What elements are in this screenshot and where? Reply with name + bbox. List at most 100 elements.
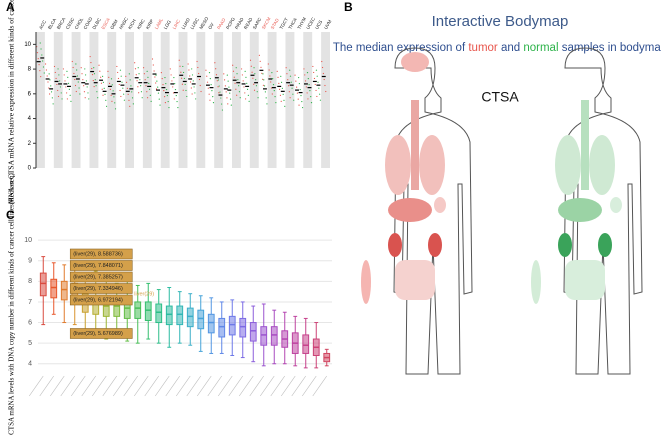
point-cloud: [290, 81, 292, 83]
point-cloud: [161, 78, 163, 80]
point-cloud: [209, 78, 211, 80]
point-cloud: [313, 71, 315, 74]
point-cloud: [321, 66, 324, 69]
point-cloud: [69, 94, 71, 96]
y-tick-label: 7: [28, 299, 32, 306]
point-cloud: [99, 70, 101, 72]
point-cloud: [101, 88, 103, 90]
point-cloud: [66, 92, 68, 94]
point-cloud: [116, 65, 118, 68]
point-cloud: [66, 98, 68, 100]
point-cloud: [307, 78, 309, 80]
point-cloud: [52, 103, 54, 105]
point-cloud: [218, 85, 220, 87]
panel-label: C: [6, 208, 15, 222]
x-tick-stub: [207, 375, 222, 397]
box: [197, 309, 205, 330]
point-cloud: [183, 77, 185, 80]
point-cloud: [230, 104, 232, 106]
point-cloud: [93, 85, 95, 88]
point-cloud: [91, 67, 93, 70]
point-cloud: [63, 74, 65, 76]
point-cloud: [209, 99, 211, 101]
point-cloud: [218, 92, 220, 94]
subtitle-part: samples in bodymap: [559, 42, 661, 54]
point-cloud: [242, 80, 244, 82]
point-cloud: [102, 94, 104, 96]
point-cloud: [254, 73, 256, 75]
point-cloud: [42, 66, 45, 68]
point-cloud: [93, 73, 96, 75]
point-cloud: [325, 90, 327, 93]
point-cloud: [322, 72, 324, 75]
point-cloud: [207, 87, 209, 89]
y-axis-label: CTSA mRNA levels with DNA copy number in…: [8, 172, 16, 434]
point-cloud: [106, 105, 108, 107]
bodymap-subtitle: The median expression of tumor and norma…: [333, 42, 661, 54]
point-cloud: [137, 86, 139, 88]
point-cloud: [92, 79, 94, 82]
point-cloud: [100, 82, 103, 84]
point-cloud: [157, 92, 160, 94]
point-cloud: [176, 100, 178, 103]
point-cloud: [253, 67, 255, 69]
point-cloud: [271, 93, 273, 95]
point-cloud: [256, 91, 258, 93]
tooltip-text: (liver(29), 8.588736): [73, 251, 123, 257]
point-cloud: [272, 84, 275, 86]
point-cloud: [262, 78, 264, 80]
point-cloud: [224, 85, 226, 87]
point-cloud: [102, 81, 104, 83]
point-cloud: [123, 99, 126, 101]
point-cloud: [74, 78, 76, 81]
x-tick-stub: [176, 375, 191, 397]
point-cloud: [198, 72, 200, 75]
tooltip-text: (liver(29), 7.334946): [73, 286, 123, 292]
point-cloud: [235, 67, 237, 69]
point-cloud: [226, 97, 228, 99]
point-cloud: [247, 94, 249, 96]
point-cloud: [215, 74, 218, 76]
box: [39, 272, 47, 297]
x-tick-label: TGCT: [279, 17, 290, 30]
point-cloud: [38, 64, 40, 66]
point-cloud: [172, 86, 174, 88]
point-cloud: [238, 85, 240, 87]
point-cloud: [97, 97, 99, 99]
x-tick-label: LUAD: [181, 17, 192, 31]
point-cloud: [268, 69, 270, 71]
y-tick-label: 6: [28, 319, 32, 326]
bodymap-title: Interactive Bodymap: [432, 13, 569, 30]
point-cloud: [319, 99, 322, 101]
point-cloud: [287, 79, 289, 81]
point-cloud: [126, 87, 128, 89]
point-cloud: [221, 103, 223, 105]
point-cloud: [165, 88, 168, 91]
point-cloud: [130, 85, 132, 87]
point-cloud: [210, 84, 212, 86]
x-tick-label: UCEC: [305, 16, 316, 30]
box: [134, 301, 142, 319]
point-cloud: [146, 97, 149, 99]
point-cloud: [108, 76, 110, 78]
point-cloud: [232, 64, 234, 66]
point-cloud: [253, 83, 255, 85]
point-cloud: [275, 102, 277, 104]
point-cloud: [241, 74, 243, 76]
gene-label: CTSA: [481, 89, 519, 105]
point-cloud: [272, 78, 274, 80]
point-cloud: [206, 81, 209, 83]
point-cloud: [44, 63, 47, 65]
point-cloud: [303, 68, 305, 70]
subtitle-part: The median expression of: [333, 42, 469, 54]
point-cloud: [252, 77, 254, 79]
point-cloud: [306, 92, 308, 94]
point-cloud: [64, 80, 66, 82]
point-cloud: [90, 61, 92, 64]
point-cloud: [150, 100, 152, 102]
box: [260, 326, 268, 346]
box: [165, 305, 173, 326]
point-cloud: [255, 79, 257, 81]
point-cloud: [144, 79, 146, 81]
point-cloud: [138, 92, 140, 94]
